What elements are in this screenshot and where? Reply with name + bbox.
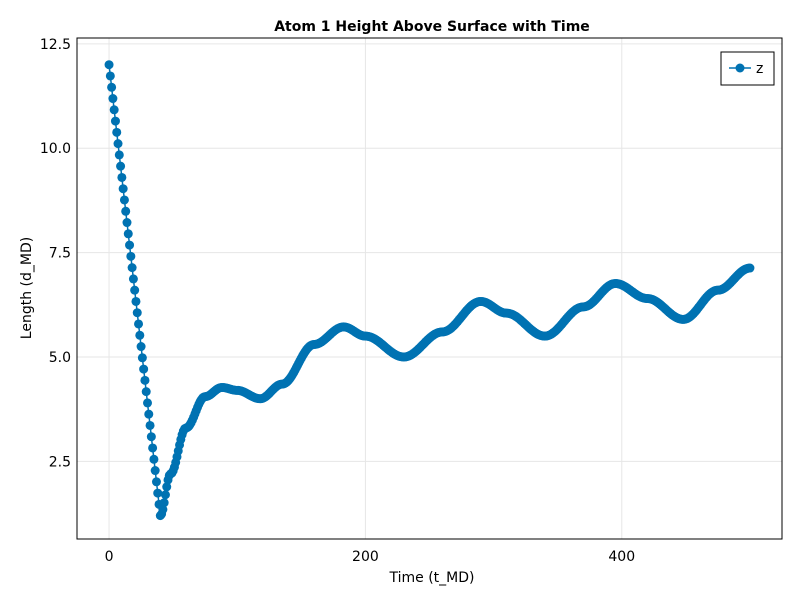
data-point [149, 454, 159, 464]
data-point [114, 150, 124, 160]
data-point [123, 229, 133, 239]
data-point [150, 466, 160, 476]
data-point [122, 218, 132, 228]
data-point [143, 398, 152, 408]
data-point [140, 375, 150, 385]
data-point [139, 364, 149, 374]
data-point [128, 274, 138, 284]
data-point [144, 409, 154, 419]
series-points-z [104, 60, 755, 521]
legend-marker-z [735, 63, 745, 73]
data-point [160, 490, 170, 500]
x-tick-label: 0 [105, 549, 114, 565]
y-tick-label: 10.0 [40, 141, 71, 157]
y-tick-label: 12.5 [40, 37, 71, 53]
plot-frame [76, 37, 783, 540]
data-point [145, 420, 155, 430]
data-point [135, 330, 145, 340]
data-point [132, 308, 142, 318]
data-point [108, 94, 118, 104]
data-point [125, 240, 135, 250]
y-tick-label: 2.5 [49, 454, 71, 470]
data-point [104, 60, 114, 70]
data-point [121, 206, 131, 216]
data-point [131, 296, 141, 306]
y-axis-label: Length (d_MD) [19, 237, 35, 339]
data-point [158, 505, 168, 515]
data-point [113, 139, 123, 149]
data-point [153, 488, 163, 498]
data-point [126, 251, 136, 261]
x-axis-ticks: 0 200 400 [105, 549, 636, 565]
data-point [112, 127, 122, 137]
data-point [130, 285, 140, 295]
x-tick-label: 400 [608, 549, 635, 565]
data-point [107, 82, 117, 92]
data-point [151, 477, 161, 487]
chart-title: Atom 1 Height Above Surface with Time [274, 19, 590, 35]
data-point [110, 116, 120, 126]
data-point [116, 161, 126, 171]
data-point [127, 263, 137, 273]
legend: z [720, 51, 775, 86]
legend-label-z: z [756, 61, 763, 77]
data-point [146, 432, 156, 442]
y-axis-ticks: 2.5 5.0 7.5 10.0 12.5 [40, 37, 71, 471]
data-point [137, 353, 147, 363]
data-point [105, 71, 115, 81]
data-point [141, 387, 151, 397]
series-layer [104, 60, 755, 521]
data-point [119, 195, 129, 205]
data-point [162, 482, 172, 492]
data-point [745, 263, 755, 273]
gridlines [77, 38, 782, 539]
x-axis-label: Time (t_MD) [389, 570, 475, 586]
y-tick-label: 7.5 [49, 246, 71, 262]
series-line-z [108, 64, 751, 518]
data-point [136, 342, 146, 352]
data-point [134, 319, 144, 329]
data-point [109, 105, 119, 115]
y-tick-label: 5.0 [49, 350, 71, 366]
data-point [148, 443, 158, 453]
data-point [159, 498, 169, 508]
data-point [118, 184, 128, 194]
data-point [117, 172, 127, 182]
x-tick-label: 200 [352, 549, 379, 565]
